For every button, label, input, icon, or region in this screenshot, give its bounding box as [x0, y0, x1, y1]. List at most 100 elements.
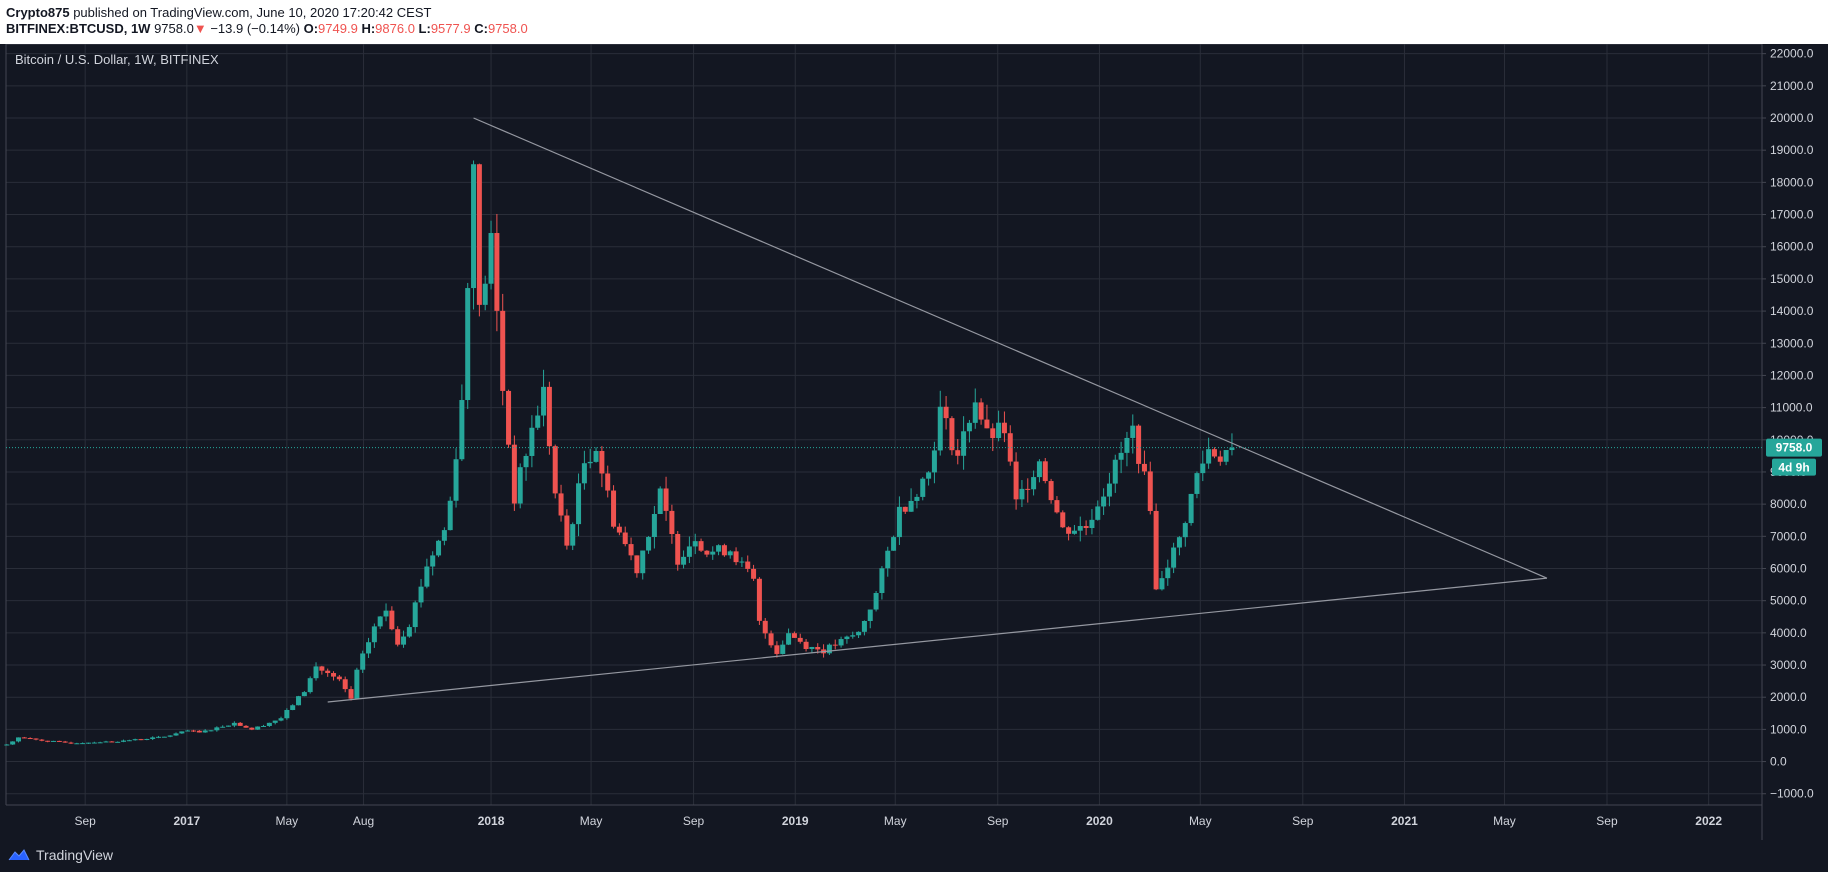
candle — [447, 496, 453, 531]
candle — [1060, 510, 1066, 529]
candle — [208, 730, 214, 732]
header-bar: Crypto875 published on TradingView.com, … — [0, 0, 1828, 44]
candle-body — [803, 641, 809, 649]
price-label: 9758.0 — [1776, 441, 1813, 455]
candle-body — [622, 532, 628, 545]
candle — [191, 729, 197, 733]
candle — [663, 476, 669, 521]
grid-lines — [6, 44, 1762, 805]
publisher-name[interactable]: Crypto875 — [6, 5, 70, 20]
candle-body — [716, 545, 722, 552]
brand-name: TradingView — [36, 847, 114, 863]
candle-body — [780, 644, 786, 654]
candle — [1112, 454, 1118, 493]
candle-body — [266, 722, 272, 726]
candle — [844, 635, 850, 644]
candle-body — [733, 551, 739, 563]
candle-body — [296, 696, 302, 706]
open-label: O: — [303, 21, 319, 36]
candle — [826, 643, 832, 655]
candle-body — [447, 500, 453, 531]
candle-body — [68, 742, 74, 744]
candle-body — [745, 561, 751, 569]
candle-body — [902, 506, 908, 512]
candle — [558, 484, 564, 522]
candle-body — [45, 740, 51, 742]
high-value: 9876.0 — [375, 21, 415, 36]
candle-body — [436, 540, 442, 556]
countdown-box — [1772, 458, 1816, 476]
candle-body — [342, 679, 348, 690]
candle-body — [383, 610, 389, 617]
candle-body — [1147, 471, 1153, 511]
candle-body — [313, 666, 319, 679]
candle — [214, 726, 220, 732]
candle-body — [441, 530, 447, 541]
candle — [721, 543, 727, 557]
candle-body — [103, 741, 109, 743]
candle-body — [1106, 483, 1112, 497]
candle — [704, 550, 710, 558]
candle-body — [1042, 461, 1048, 482]
time-tick-label: Sep — [987, 814, 1009, 828]
candle — [418, 578, 424, 608]
candle — [103, 740, 109, 743]
price-tick-label: 12000.0 — [1770, 368, 1814, 382]
candle — [278, 716, 284, 722]
candle-body — [517, 467, 523, 504]
chart-title: Bitcoin / U.S. Dollar, 1W, BITFINEX — [15, 52, 219, 67]
price-tick-label: 20000.0 — [1770, 111, 1814, 125]
candle — [1176, 536, 1182, 556]
candle — [91, 741, 97, 744]
brand[interactable]: TradingView — [8, 847, 113, 863]
candle-body — [1025, 488, 1031, 490]
candle — [406, 624, 412, 638]
candle-body — [663, 488, 669, 511]
candle-body — [1200, 463, 1206, 474]
candle — [331, 671, 337, 681]
candle-body — [873, 593, 879, 610]
candle-body — [815, 646, 821, 650]
down-arrow-icon: ▼ — [193, 21, 207, 36]
candle — [494, 213, 500, 332]
time-tick-label: 2017 — [173, 814, 200, 828]
candle — [681, 550, 687, 569]
candle — [1054, 496, 1060, 514]
candle — [978, 398, 984, 425]
close-value: 9758.0 — [487, 21, 528, 36]
candle — [115, 741, 121, 743]
candle — [774, 641, 780, 658]
candle — [506, 389, 512, 448]
candle — [74, 742, 80, 745]
candle — [1153, 503, 1159, 591]
candle — [873, 591, 879, 612]
candle — [1194, 471, 1200, 499]
candle-body — [896, 506, 902, 538]
countdown-label: 4d 9h — [1778, 461, 1809, 475]
candle — [476, 163, 482, 317]
price-tick-label: 0.0 — [1770, 755, 1787, 769]
candle-body — [488, 233, 494, 284]
candle-body — [675, 534, 681, 565]
candle-body — [126, 740, 132, 742]
candle — [657, 486, 663, 515]
price-tick-label: 22000.0 — [1770, 47, 1814, 61]
candle-body — [1217, 456, 1223, 462]
candle-body — [506, 390, 512, 445]
candle — [220, 725, 226, 728]
candle-body — [564, 515, 570, 546]
candle — [51, 740, 57, 742]
candle-body — [226, 725, 232, 727]
candle-body — [937, 406, 943, 451]
candle-body — [931, 450, 937, 473]
candle — [791, 631, 797, 638]
candle — [226, 725, 232, 727]
candle-body — [996, 422, 1002, 439]
candle — [972, 388, 978, 429]
candle — [856, 631, 862, 639]
candle-body — [4, 744, 10, 746]
candle — [1101, 488, 1107, 515]
time-tick-label: 2022 — [1695, 814, 1722, 828]
candle-body — [797, 637, 803, 642]
